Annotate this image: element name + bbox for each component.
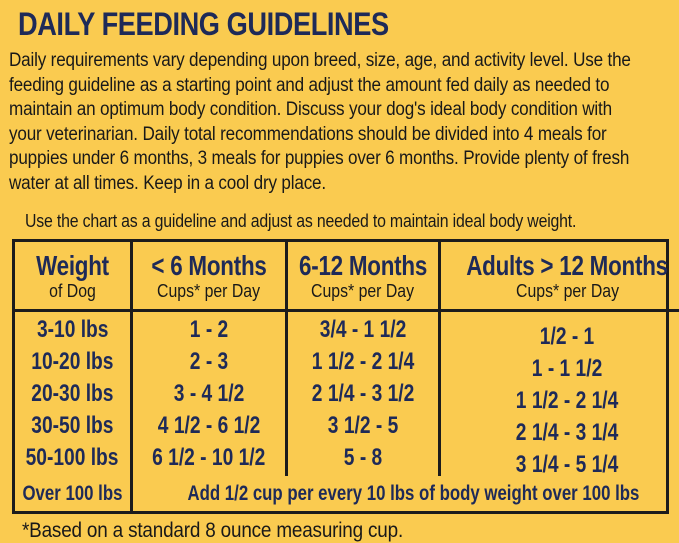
- cups-value: 3/4 - 1 1/2: [319, 316, 407, 343]
- over-100-lbs-label: Over 100 lbs: [15, 476, 133, 511]
- column-header-adults: Adults > 12 Months Cups* per Day: [441, 242, 679, 312]
- intro-paragraph: Daily requirements vary depending upon b…: [9, 49, 679, 196]
- cups-value: 5 - 8: [343, 444, 383, 471]
- adults-column: 1/2 - 1 1 - 1 1/2 1 1/2 - 2 1/4 2 1/4 - …: [441, 319, 679, 483]
- weight-cell: 3-10 lbs: [36, 316, 109, 343]
- measuring-cup-footnote: *Based on a standard 8 ounce measuring c…: [22, 519, 404, 542]
- over-100-lbs-instruction: Add 1/2 cup per every 10 lbs of body wei…: [187, 481, 639, 505]
- intro-line: puppies under 6 months, 3 meals for pupp…: [9, 148, 630, 169]
- cups-value: 1 - 1 1/2: [531, 355, 603, 382]
- cups-value: 3 - 4 1/2: [173, 380, 245, 407]
- column-header-under-6-months: < 6 Months Cups* per Day: [133, 242, 288, 312]
- intro-line: feeding guideline as a starting point an…: [9, 74, 610, 96]
- cups-value: 2 - 3: [189, 348, 229, 375]
- under-6-months-column: 1 - 2 2 - 3 3 - 4 1/2 4 1/2 - 6 1/2 6 1/…: [133, 312, 288, 476]
- page-title: DAILY FEEDING GUIDELINES: [18, 6, 389, 42]
- cups-value: 1 - 2: [189, 316, 229, 343]
- cups-value: 2 1/4 - 3 1/2: [311, 380, 415, 407]
- weight-cell: 20-30 lbs: [31, 380, 114, 407]
- cups-value: 1 1/2 - 2 1/4: [515, 387, 619, 414]
- cups-value: 1 1/2 - 2 1/4: [311, 348, 415, 375]
- intro-line: your veterinarian. Daily total recommend…: [9, 123, 607, 145]
- column-header-6-12-months: 6-12 Months Cups* per Day: [288, 242, 441, 312]
- weight-column: 3-10 lbs 10-20 lbs 20-30 lbs 30-50 lbs 5…: [15, 312, 133, 476]
- cups-value: 6 1/2 - 10 1/2: [152, 444, 266, 471]
- cups-value: 3 1/2 - 5: [327, 412, 399, 439]
- intro-line: water at all times. Keep in a cool dry p…: [9, 172, 326, 194]
- weight-cell: 10-20 lbs: [31, 348, 114, 375]
- cups-value: 1/2 - 1: [539, 323, 595, 350]
- cups-value: 4 1/2 - 6 1/2: [157, 412, 261, 439]
- 6-12-months-column: 3/4 - 1 1/2 1 1/2 - 2 1/4 2 1/4 - 3 1/2 …: [288, 312, 441, 476]
- chart-usage-note: Use the chart as a guideline and adjust …: [25, 211, 577, 231]
- feeding-guidelines-table: Weight of Dog < 6 Months Cups* per Day 6…: [12, 239, 679, 514]
- column-header-weight: Weight of Dog: [15, 242, 133, 312]
- cups-value: 2 1/4 - 3 1/4: [515, 419, 619, 446]
- cups-value: 3 1/4 - 5 1/4: [515, 451, 619, 478]
- weight-cell: 50-100 lbs: [26, 444, 119, 471]
- intro-line: Daily requirements vary depending upon b…: [9, 50, 631, 71]
- weight-cell: 30-50 lbs: [31, 412, 114, 439]
- intro-line: maintain an optimum body condition. Disc…: [9, 99, 612, 120]
